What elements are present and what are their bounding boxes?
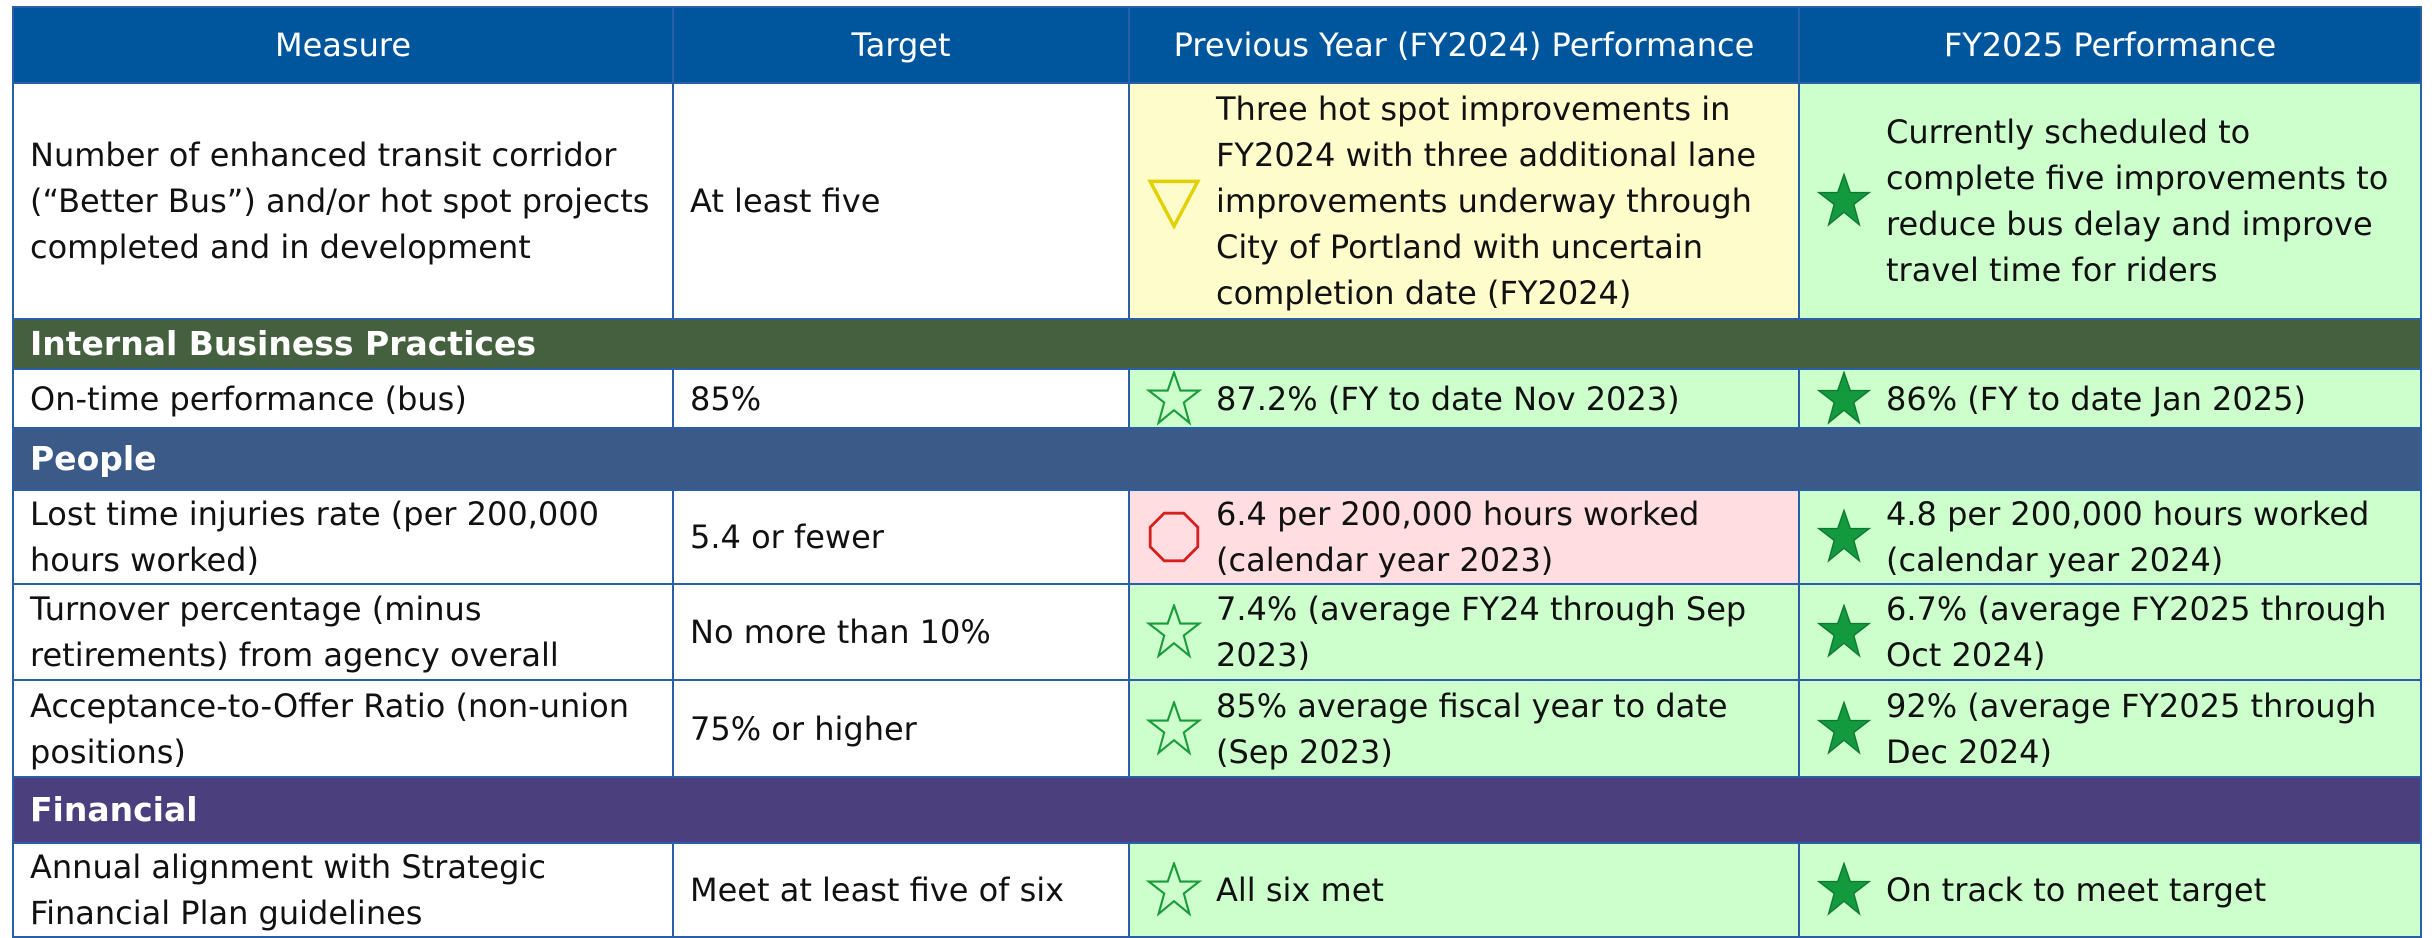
cell-text: On track to meet target [1886,871,2267,909]
section-title: Financial [12,776,2422,844]
section-row: People [12,427,2422,491]
outline-star-icon [1147,604,1201,657]
filled-star-icon [1818,701,1870,753]
cell: Acceptance-to-Offer Ratio (non-union pos… [12,679,674,778]
cell: 75% or higher [672,679,1130,778]
filled-star-icon [1818,862,1870,915]
cell: At least five [672,82,1130,320]
outline-star-icon [1147,700,1201,754]
cell: Meet at least five of six [672,842,1130,938]
header-cell: Target [672,6,1130,84]
cell-text: 85% average fiscal year to date (Sep 202… [1216,686,1728,771]
filled-star-icon [1818,371,1870,423]
row: On-time performance (bus) 85% 87.2% (FY … [12,368,2422,429]
cell: On-time performance (bus) [12,368,674,429]
cell: 85% average fiscal year to date (Sep 202… [1128,679,1800,778]
filled-star-icon [1818,604,1870,657]
cell: Turnover percentage (minus retirements) … [12,583,674,681]
section-title: People [12,427,2422,491]
outline-star-icon [1147,862,1201,915]
cell-text: Currently scheduled to complete five imp… [1886,113,2389,289]
cell-text: 87.2% (FY to date Nov 2023) [1216,379,1680,418]
cell-text: 6.7% (average FY2025 through Oct 2024) [1886,590,2387,674]
row: Number of enhanced transit corridor (“Be… [12,82,2422,320]
outline-star-icon [1147,371,1201,424]
cell: 4.8 per 200,000 hours worked (calendar y… [1798,489,2422,585]
cell: 6.7% (average FY2025 through Oct 2024) [1798,583,2422,681]
cell: Number of enhanced transit corridor (“Be… [12,82,674,320]
row: Turnover percentage (minus retirements) … [12,583,2422,681]
cell-text: All six met [1216,871,1384,909]
cell: 87.2% (FY to date Nov 2023) [1128,368,1800,429]
cell-text: 4.8 per 200,000 hours worked (calendar y… [1886,495,2370,579]
header-row: Measure Target Previous Year (FY2024) Pe… [12,6,2422,84]
header-cell: FY2025 Performance [1798,6,2422,84]
cell: All six met [1128,842,1800,938]
row: Lost time injuries rate (per 200,000 hou… [12,489,2422,585]
cell: Currently scheduled to complete five imp… [1798,82,2422,320]
section-title: Internal Business Practices [12,318,2422,370]
cell: Three hot spot improvements in FY2024 wi… [1128,82,1800,320]
cell-text: Three hot spot improvements in FY2024 wi… [1216,90,1757,312]
cell: 92% (average FY2025 through Dec 2024) [1798,679,2422,778]
cell: On track to meet target [1798,842,2422,938]
cell: 7.4% (average FY24 through Sep 2023) [1128,583,1800,681]
cell-text: 92% (average FY2025 through Dec 2024) [1886,686,2377,771]
red-octagon-icon [1148,511,1200,563]
row: Annual alignment with Strategic Financia… [12,842,2422,938]
header-cell: Previous Year (FY2024) Performance [1128,6,1800,84]
section-row: Financial [12,776,2422,844]
section-row: Internal Business Practices [12,318,2422,370]
cell: Annual alignment with Strategic Financia… [12,842,674,938]
cell: 86% (FY to date Jan 2025) [1798,368,2422,429]
filled-star-icon [1818,509,1870,562]
cell: No more than 10% [672,583,1130,681]
cell: 6.4 per 200,000 hours worked (calendar y… [1128,489,1800,585]
cell-text: 86% (FY to date Jan 2025) [1886,379,2306,418]
cell: 85% [672,368,1130,429]
cell: 5.4 or fewer [672,489,1130,585]
cell-text: 6.4 per 200,000 hours worked (calendar y… [1216,495,1700,579]
header-cell: Measure [12,6,674,84]
cell-text: 7.4% (average FY24 through Sep 2023) [1216,590,1747,674]
cell: Lost time injuries rate (per 200,000 hou… [12,489,674,585]
row: Acceptance-to-Offer Ratio (non-union pos… [12,679,2422,778]
yellow-triangle-icon [1148,179,1200,228]
filled-star-icon [1818,173,1870,226]
scorecard-table: Measure Target Previous Year (FY2024) Pe… [12,6,2422,938]
